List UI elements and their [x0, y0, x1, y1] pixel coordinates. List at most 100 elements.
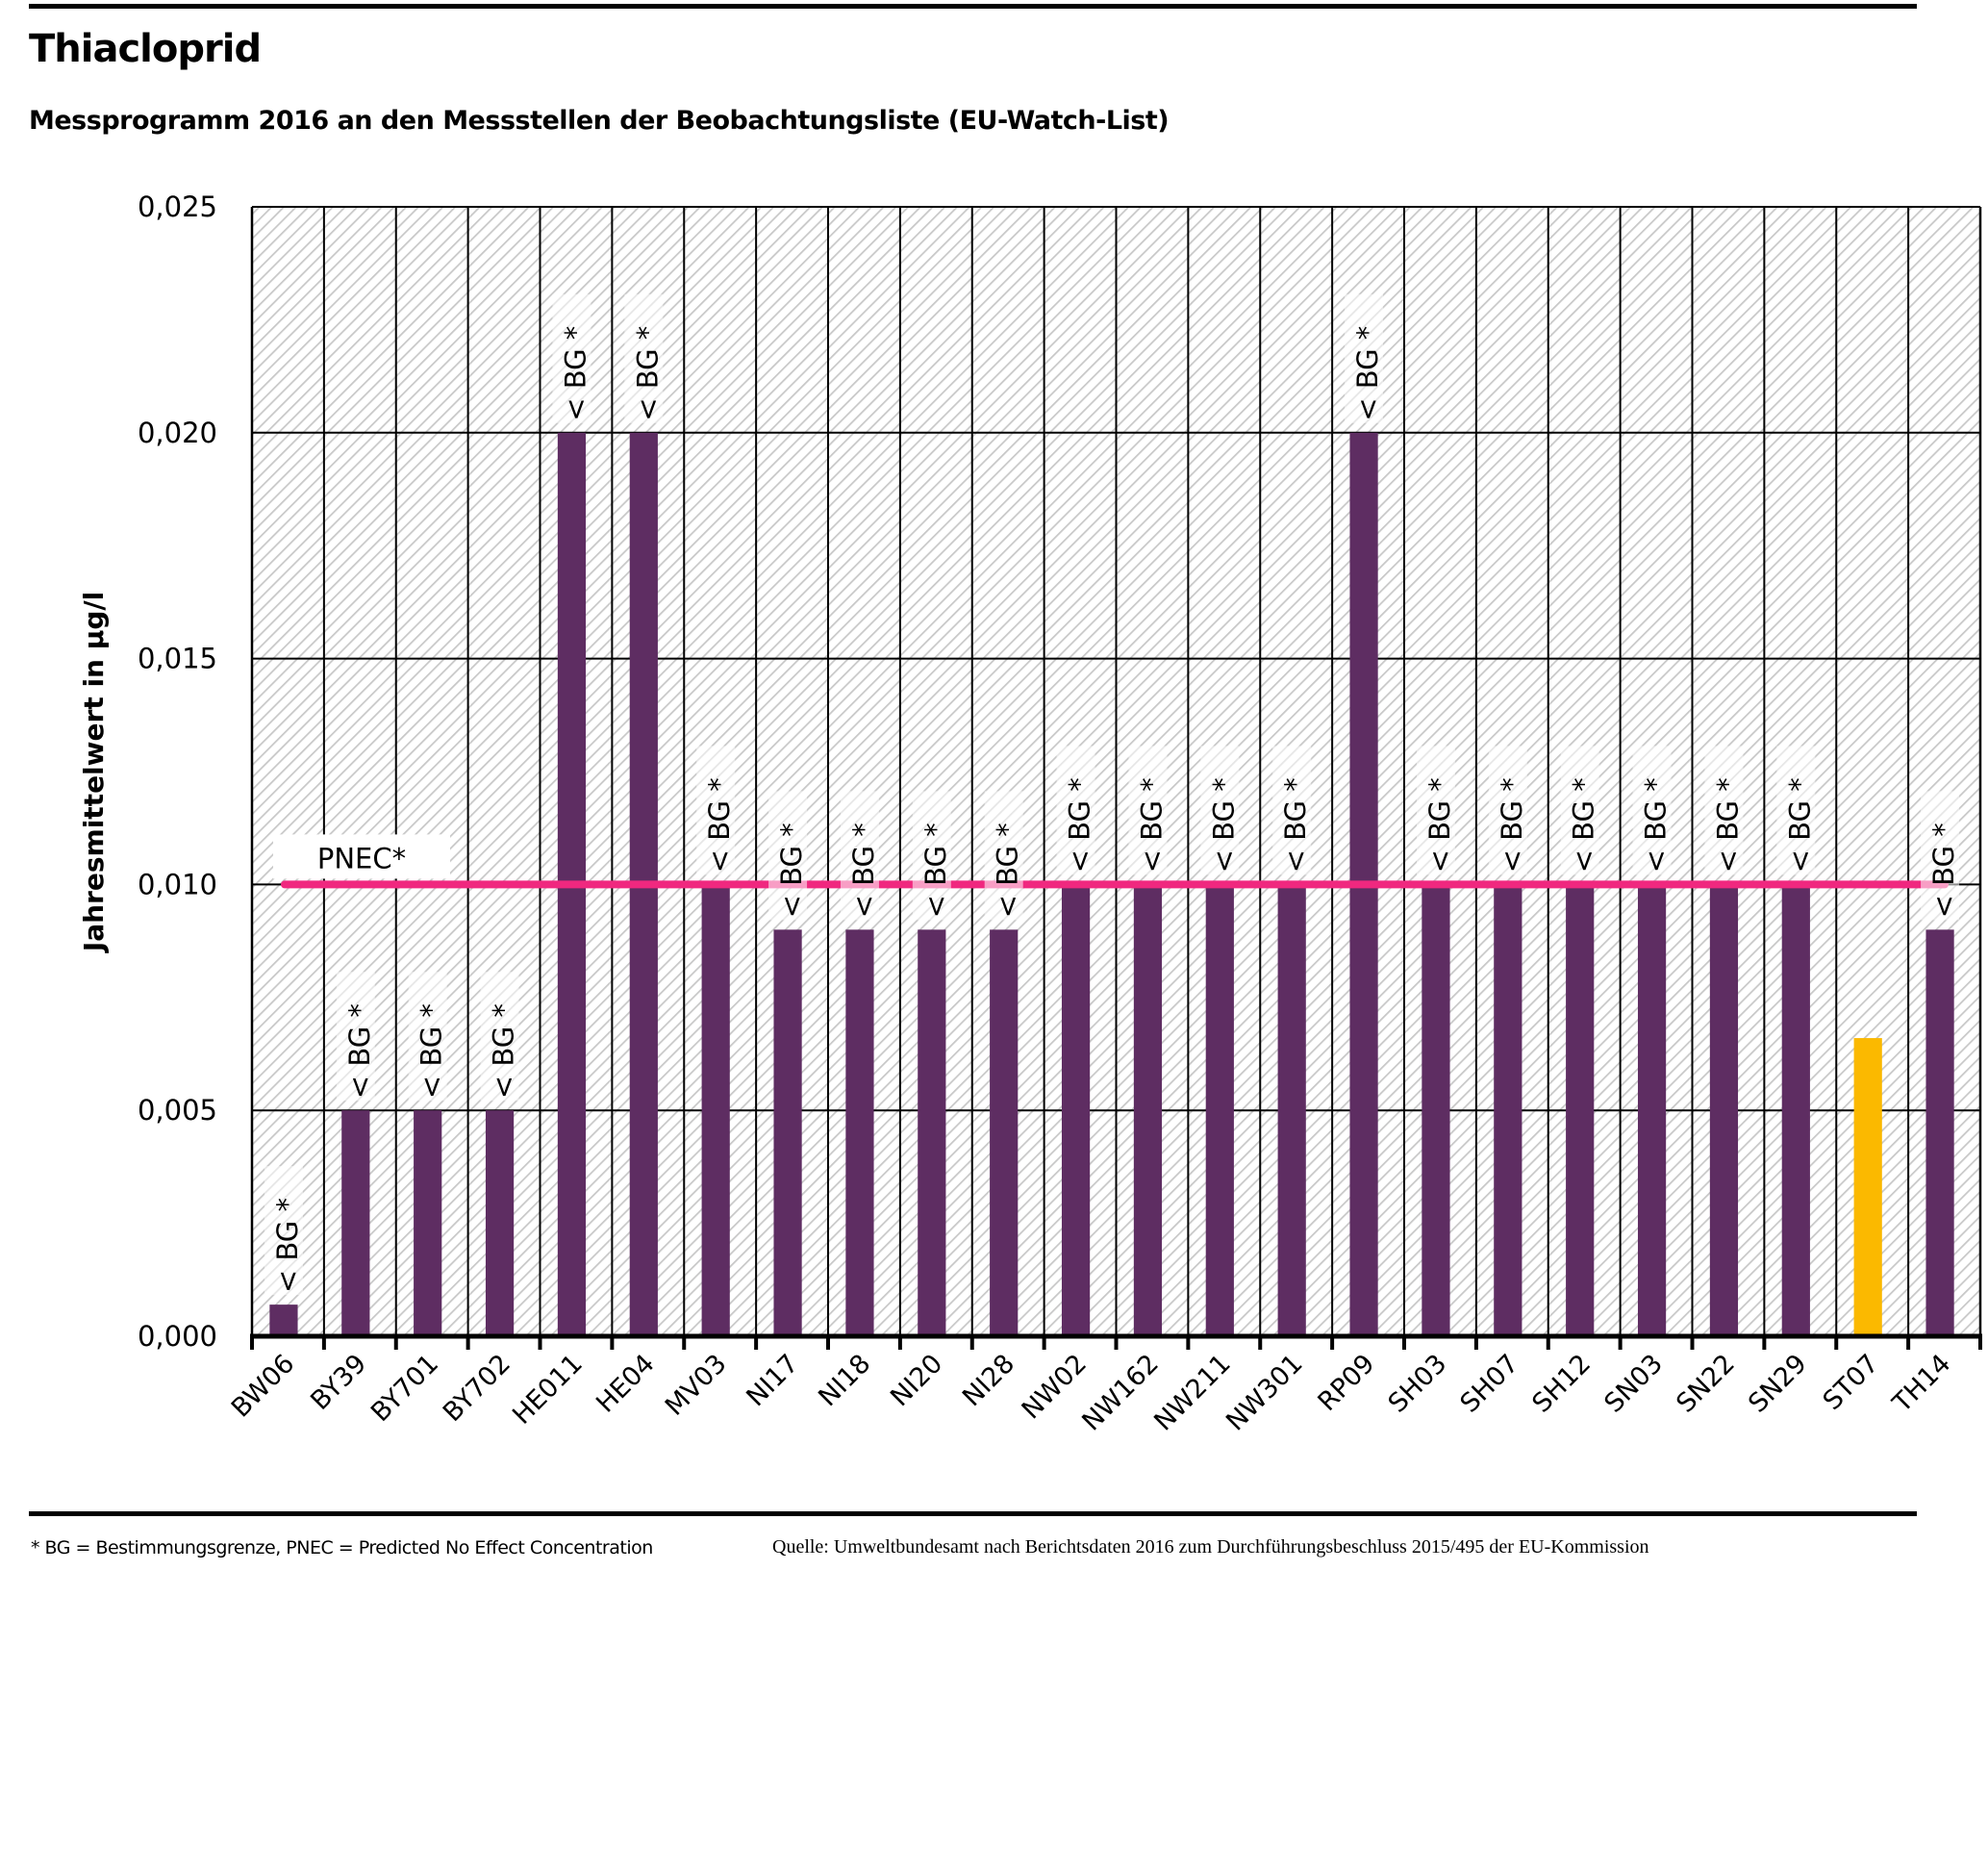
bar-by702 — [485, 1110, 515, 1336]
x-tick-label: NW211 — [1148, 1349, 1237, 1437]
bg-annotation-group: < BG * — [768, 791, 808, 921]
bg-annotation-background — [1345, 293, 1384, 423]
bg-annotation-background — [336, 972, 375, 1102]
bg-annotation-background — [264, 1166, 303, 1296]
x-tick-label: SN03 — [1598, 1349, 1669, 1419]
bar-ni20 — [918, 929, 946, 1336]
bg-annotation-background — [408, 972, 447, 1102]
bg-annotation-group: < BG * — [1704, 746, 1744, 875]
x-tick-label: SH03 — [1383, 1349, 1453, 1419]
bg-annotation-group: < BG * — [984, 791, 1024, 921]
bar-nw301 — [1277, 884, 1306, 1336]
bar-mv03 — [701, 884, 730, 1336]
bg-annotation-background — [768, 791, 808, 921]
bg-annotation-group: < BG * — [840, 791, 880, 921]
bg-annotation: < BG * — [559, 326, 591, 421]
bar-th14 — [1925, 929, 1954, 1336]
y-tick-label: 0,025 — [138, 190, 217, 223]
bar-by701 — [414, 1110, 442, 1336]
bg-annotation: < BG * — [415, 1003, 448, 1099]
y-tick-label: 0,020 — [138, 417, 217, 449]
bar-nw02 — [1061, 884, 1091, 1336]
bg-annotation-background — [1056, 746, 1095, 875]
bar-ni18 — [845, 929, 874, 1336]
y-axis-label: Jahresmittelwert in µg/l — [78, 592, 110, 953]
bar-sn29 — [1781, 884, 1810, 1336]
bg-annotation-group: < BG * — [1272, 746, 1312, 875]
top-rule — [29, 4, 1917, 9]
bar-st07 — [1853, 1038, 1882, 1336]
bg-annotation: < BG * — [1351, 326, 1384, 421]
x-tick-label: NW162 — [1076, 1349, 1165, 1437]
bg-annotation-group: < BG * — [624, 293, 664, 423]
y-axis: 0,000 0,005 0,010 0,015 0,020 0,025 — [138, 190, 217, 1353]
y-tick-label: 0,000 — [138, 1320, 217, 1353]
x-tick-label: NI17 — [741, 1349, 804, 1412]
bar-ni17 — [773, 929, 802, 1336]
y-tick-label: 0,015 — [138, 643, 217, 675]
y-tick-label: 0,005 — [138, 1094, 217, 1127]
bar-nw162 — [1133, 884, 1163, 1336]
x-tick-label: NW301 — [1220, 1349, 1309, 1437]
x-tick-label: HE011 — [507, 1349, 589, 1431]
bg-annotation: < BG * — [992, 823, 1024, 918]
bg-annotation: < BG * — [1568, 777, 1600, 873]
bg-annotation: < BG * — [1711, 777, 1744, 873]
bg-annotation: < BG * — [847, 823, 880, 918]
bottom-rule — [29, 1511, 1917, 1516]
bg-annotation-background — [840, 791, 879, 921]
bg-annotation-group: < BG * — [408, 972, 448, 1102]
bg-annotation: < BG * — [919, 823, 952, 918]
pnec-label: PNEC* — [317, 842, 406, 874]
chart-title: Thiacloprid — [29, 27, 262, 71]
bg-annotation: < BG * — [271, 1198, 304, 1293]
bg-annotation: < BG * — [1640, 777, 1673, 873]
bg-annotation: < BG * — [1207, 777, 1240, 873]
x-tick-label: NI20 — [885, 1349, 948, 1412]
bg-annotation-group: < BG * — [336, 972, 376, 1102]
bg-annotation-background — [1776, 746, 1816, 875]
bg-annotation-background — [1632, 746, 1672, 875]
bg-annotation-background — [984, 791, 1023, 921]
bg-annotation: < BG * — [1423, 777, 1456, 873]
bg-annotation: < BG * — [1496, 777, 1528, 873]
bg-annotation-background — [624, 293, 664, 423]
bg-annotation: < BG * — [1064, 777, 1096, 873]
x-tick-label: TH14 — [1887, 1349, 1957, 1419]
bg-annotation-group: < BG * — [1632, 746, 1673, 875]
x-tick-label: SH12 — [1526, 1349, 1597, 1419]
bg-annotation-group: < BG * — [912, 791, 952, 921]
bar-sh07 — [1494, 884, 1522, 1336]
x-tick-label: SH07 — [1455, 1349, 1525, 1419]
x-tick-label: MV03 — [660, 1349, 733, 1422]
bg-annotation-group: < BG * — [480, 972, 520, 1102]
bg-annotation: < BG * — [488, 1003, 520, 1099]
bg-annotation-background — [1200, 746, 1240, 875]
bg-annotation-background — [1560, 746, 1599, 875]
bg-annotation-group: < BG * — [696, 746, 736, 875]
source-note: Quelle: Umweltbundesamt nach Berichtsdat… — [772, 1536, 1649, 1558]
x-tick-label: RP09 — [1313, 1349, 1381, 1417]
bg-annotation: < BG * — [1927, 823, 1960, 918]
x-tick-label: ST07 — [1818, 1349, 1885, 1416]
bg-annotation-background — [552, 293, 591, 423]
x-tick-label: BY702 — [438, 1349, 516, 1428]
bg-annotation: < BG * — [703, 777, 736, 873]
bar-bw06 — [269, 1304, 298, 1336]
bg-annotation: < BG * — [1135, 777, 1168, 873]
bar-chart: PNEC* < BG * < BG * < BG * < BG * < BG * < BG… — [78, 190, 1982, 1437]
pnec-label-background — [273, 834, 450, 879]
bg-annotation-group: < BG * — [1488, 746, 1528, 875]
bg-annotation-background — [1704, 746, 1744, 875]
bg-annotation-group: < BG * — [1921, 791, 1960, 921]
bg-annotation-group: < BG * — [1416, 746, 1456, 875]
x-tick-label: SN29 — [1743, 1349, 1813, 1419]
bg-annotation-group: < BG * — [1200, 746, 1240, 875]
bg-annotation-group: < BG * — [552, 293, 591, 423]
bar-sn03 — [1637, 884, 1667, 1336]
bg-annotation-background — [1921, 791, 1960, 921]
bg-annotation-group: < BG * — [264, 1166, 304, 1296]
bg-annotation-group: < BG * — [1056, 746, 1096, 875]
x-tick-label: BY701 — [365, 1349, 444, 1428]
bg-annotation-group: < BG * — [1345, 293, 1384, 423]
